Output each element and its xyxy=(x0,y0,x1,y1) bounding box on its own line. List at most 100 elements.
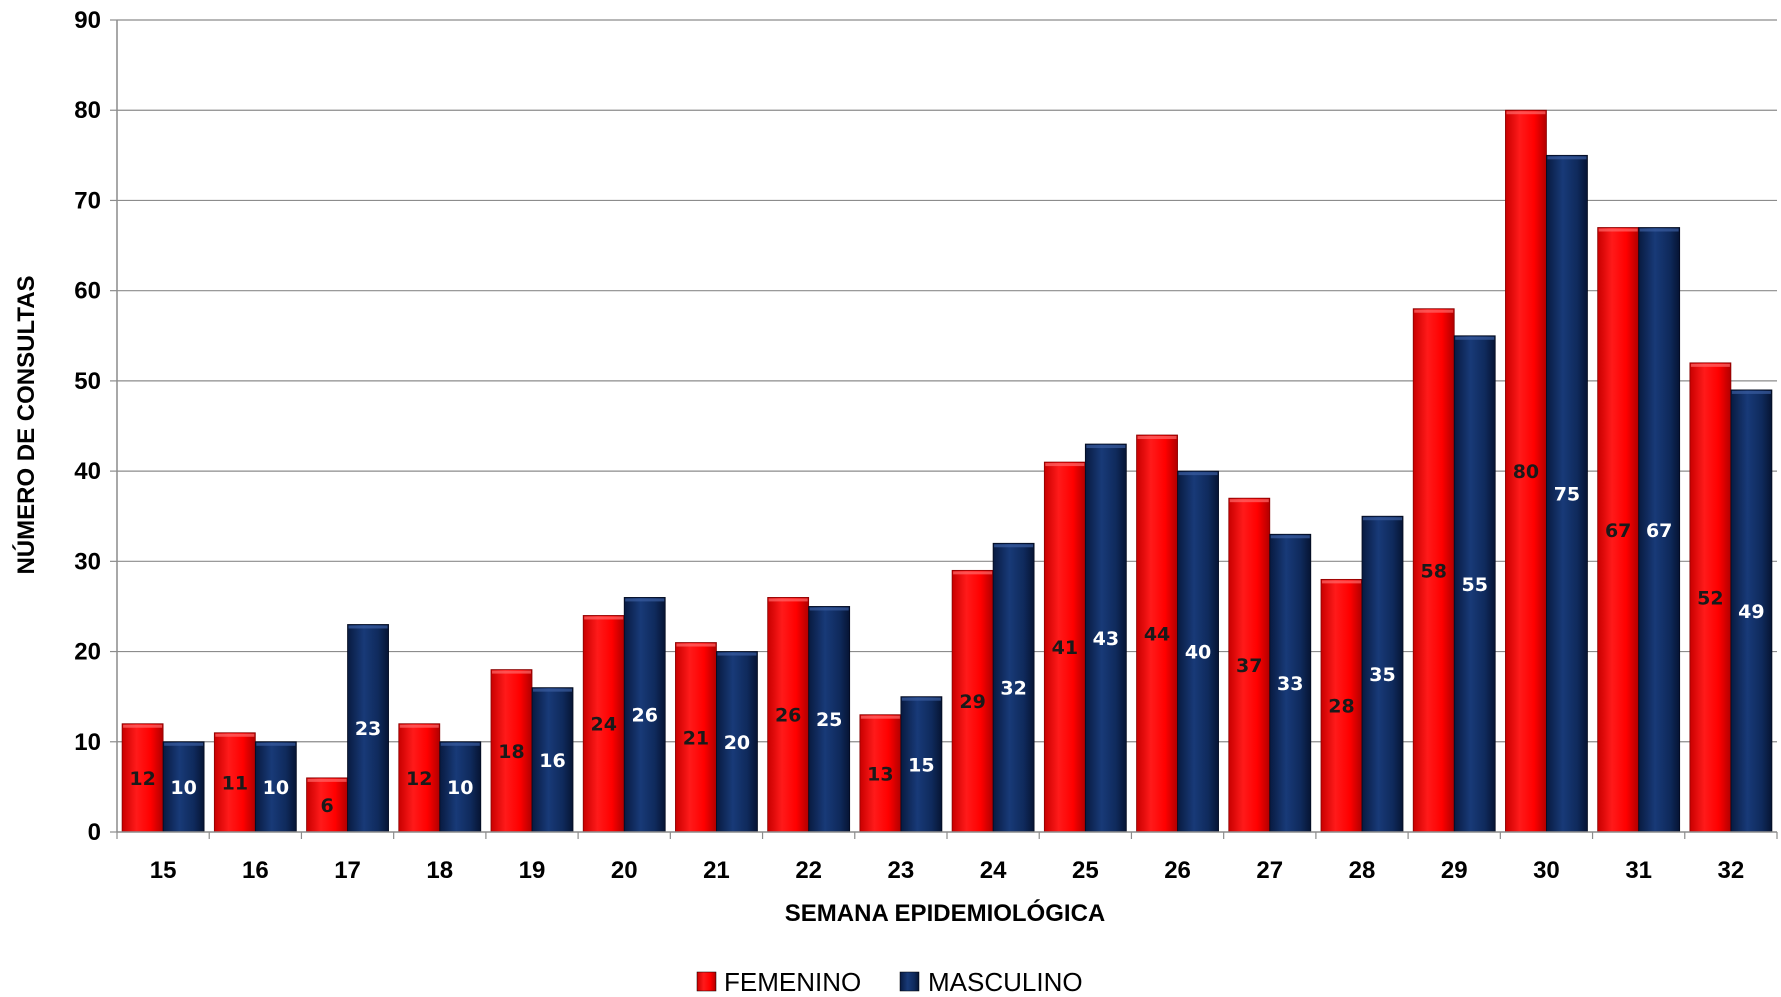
bar-masculino-25 xyxy=(1084,443,1127,833)
data-label-masculino-20: 26 xyxy=(631,705,657,727)
data-labels: 12 10 11 10 6 23 12 10 18 16 24 26 21 20 26 25 13 15 29 32 4… xyxy=(129,461,1764,817)
bar-femenino-23 xyxy=(859,714,902,833)
data-label-femenino-32: 52 xyxy=(1697,587,1723,609)
y-tick-label: 70 xyxy=(74,187,101,214)
legend-item-femenino: FEMENINO xyxy=(696,967,861,997)
data-label-masculino-19: 16 xyxy=(539,750,565,772)
data-label-masculino-31: 67 xyxy=(1646,520,1672,542)
y-tick-label: 90 xyxy=(74,7,101,34)
bar-highlight xyxy=(994,544,1034,548)
bar-femenino-21 xyxy=(675,642,717,833)
bar-highlight xyxy=(1178,472,1218,476)
data-label-masculino-23: 15 xyxy=(908,754,934,776)
y-tick-label: 40 xyxy=(74,458,101,485)
bar-masculino-15 xyxy=(162,741,205,833)
data-label-femenino-16: 11 xyxy=(222,772,248,794)
data-label-masculino-28: 35 xyxy=(1369,664,1395,686)
bar-highlight xyxy=(717,652,757,656)
legend-label-masculino: MASCULINO xyxy=(928,967,1083,997)
bar-femenino-26 xyxy=(1136,434,1178,833)
data-label-femenino-15: 12 xyxy=(129,768,155,790)
bar-femenino-17 xyxy=(306,777,348,833)
bar-femenino-29 xyxy=(1412,308,1455,833)
bar-highlight xyxy=(768,598,808,602)
bar-highlight xyxy=(440,742,480,746)
bar-highlight xyxy=(123,724,163,728)
legend-swatch-femenino xyxy=(696,971,717,992)
bar-masculino-32 xyxy=(1730,389,1773,833)
bar-femenino-32 xyxy=(1689,362,1732,833)
bar-femenino-30 xyxy=(1505,109,1547,833)
bar-masculino-20 xyxy=(623,597,666,833)
x-tick-label: 22 xyxy=(795,857,822,884)
bar-highlight xyxy=(1731,390,1771,394)
x-tick-label: 15 xyxy=(150,857,177,884)
data-label-masculino-25: 43 xyxy=(1093,628,1119,650)
data-label-femenino-20: 24 xyxy=(590,714,616,736)
bar-highlight xyxy=(1363,517,1402,521)
data-label-masculino-32: 49 xyxy=(1738,601,1764,623)
data-label-femenino-27: 37 xyxy=(1236,655,1262,677)
x-tick-label: 27 xyxy=(1256,857,1283,884)
bar-femenino-22 xyxy=(767,597,810,833)
bar-masculino-22 xyxy=(808,606,851,833)
data-label-femenino-19: 18 xyxy=(498,741,524,763)
legend: FEMENINO MASCULINO xyxy=(696,967,1083,997)
bar-highlight xyxy=(307,778,347,782)
y-axis-ticks: 0 10 20 30 40 50 60 70 80 90 xyxy=(74,7,117,846)
x-tick-label: 16 xyxy=(242,857,269,884)
bar-highlight xyxy=(1322,580,1361,584)
legend-label-femenino: FEMENINO xyxy=(724,967,861,997)
data-label-femenino-17: 6 xyxy=(320,795,333,817)
bar-masculino-28 xyxy=(1361,515,1404,833)
gridlines xyxy=(117,19,1777,743)
bar-masculino-31 xyxy=(1638,227,1681,833)
bar-masculino-24 xyxy=(992,542,1035,833)
y-tick-label: 80 xyxy=(74,97,101,124)
data-label-masculino-26: 40 xyxy=(1185,642,1211,664)
bar-highlight xyxy=(1414,309,1454,313)
x-tick-label: 28 xyxy=(1349,857,1376,884)
data-label-femenino-28: 28 xyxy=(1328,696,1354,718)
bar-highlight xyxy=(1690,363,1730,367)
bar-highlight xyxy=(1229,499,1269,503)
x-axis-title: SEMANA EPIDEMIOLÓGICA xyxy=(785,899,1105,927)
bar-highlight xyxy=(1455,336,1495,340)
x-axis-ticks: 15 16 17 18 19 20 21 22 23 24 25 26 27 28 29 30 31 32 xyxy=(116,832,1778,884)
data-label-masculino-17: 23 xyxy=(355,718,381,740)
data-label-femenino-26: 44 xyxy=(1144,624,1170,646)
bar-femenino-25 xyxy=(1043,461,1086,833)
bar-highlight xyxy=(901,697,941,701)
legend-swatch-masculino xyxy=(899,971,920,992)
data-label-masculino-18: 10 xyxy=(447,777,473,799)
x-tick-label: 31 xyxy=(1625,857,1652,884)
data-label-femenino-18: 12 xyxy=(406,768,432,790)
bar-masculino-21 xyxy=(716,651,758,833)
x-tick-label: 25 xyxy=(1072,857,1099,884)
bar-highlight xyxy=(809,607,849,611)
bar-highlight xyxy=(1547,156,1587,160)
y-tick-label: 20 xyxy=(74,639,101,666)
data-label-femenino-25: 41 xyxy=(1052,637,1078,659)
bar-femenino-24 xyxy=(951,569,994,833)
x-tick-label: 30 xyxy=(1533,857,1560,884)
bars xyxy=(121,109,1773,833)
data-label-femenino-29: 58 xyxy=(1420,560,1446,582)
bar-highlight xyxy=(215,733,255,737)
data-label-masculino-22: 25 xyxy=(816,709,842,731)
bar-femenino-27 xyxy=(1228,497,1271,833)
x-tick-label: 18 xyxy=(426,857,453,884)
bar-highlight xyxy=(256,742,296,746)
y-axis-title: NÚMERO DE CONSULTAS xyxy=(12,275,40,574)
bar-highlight xyxy=(1086,445,1126,449)
bar-highlight xyxy=(1137,436,1177,440)
x-tick-label: 32 xyxy=(1718,857,1745,884)
data-label-masculino-29: 55 xyxy=(1461,574,1487,596)
bar-masculino-26 xyxy=(1177,470,1219,833)
data-label-masculino-15: 10 xyxy=(170,777,196,799)
bar-highlight xyxy=(625,598,665,602)
bar-highlight xyxy=(953,571,993,575)
data-label-masculino-24: 32 xyxy=(1000,678,1026,700)
legend-item-masculino: MASCULINO xyxy=(899,967,1083,997)
